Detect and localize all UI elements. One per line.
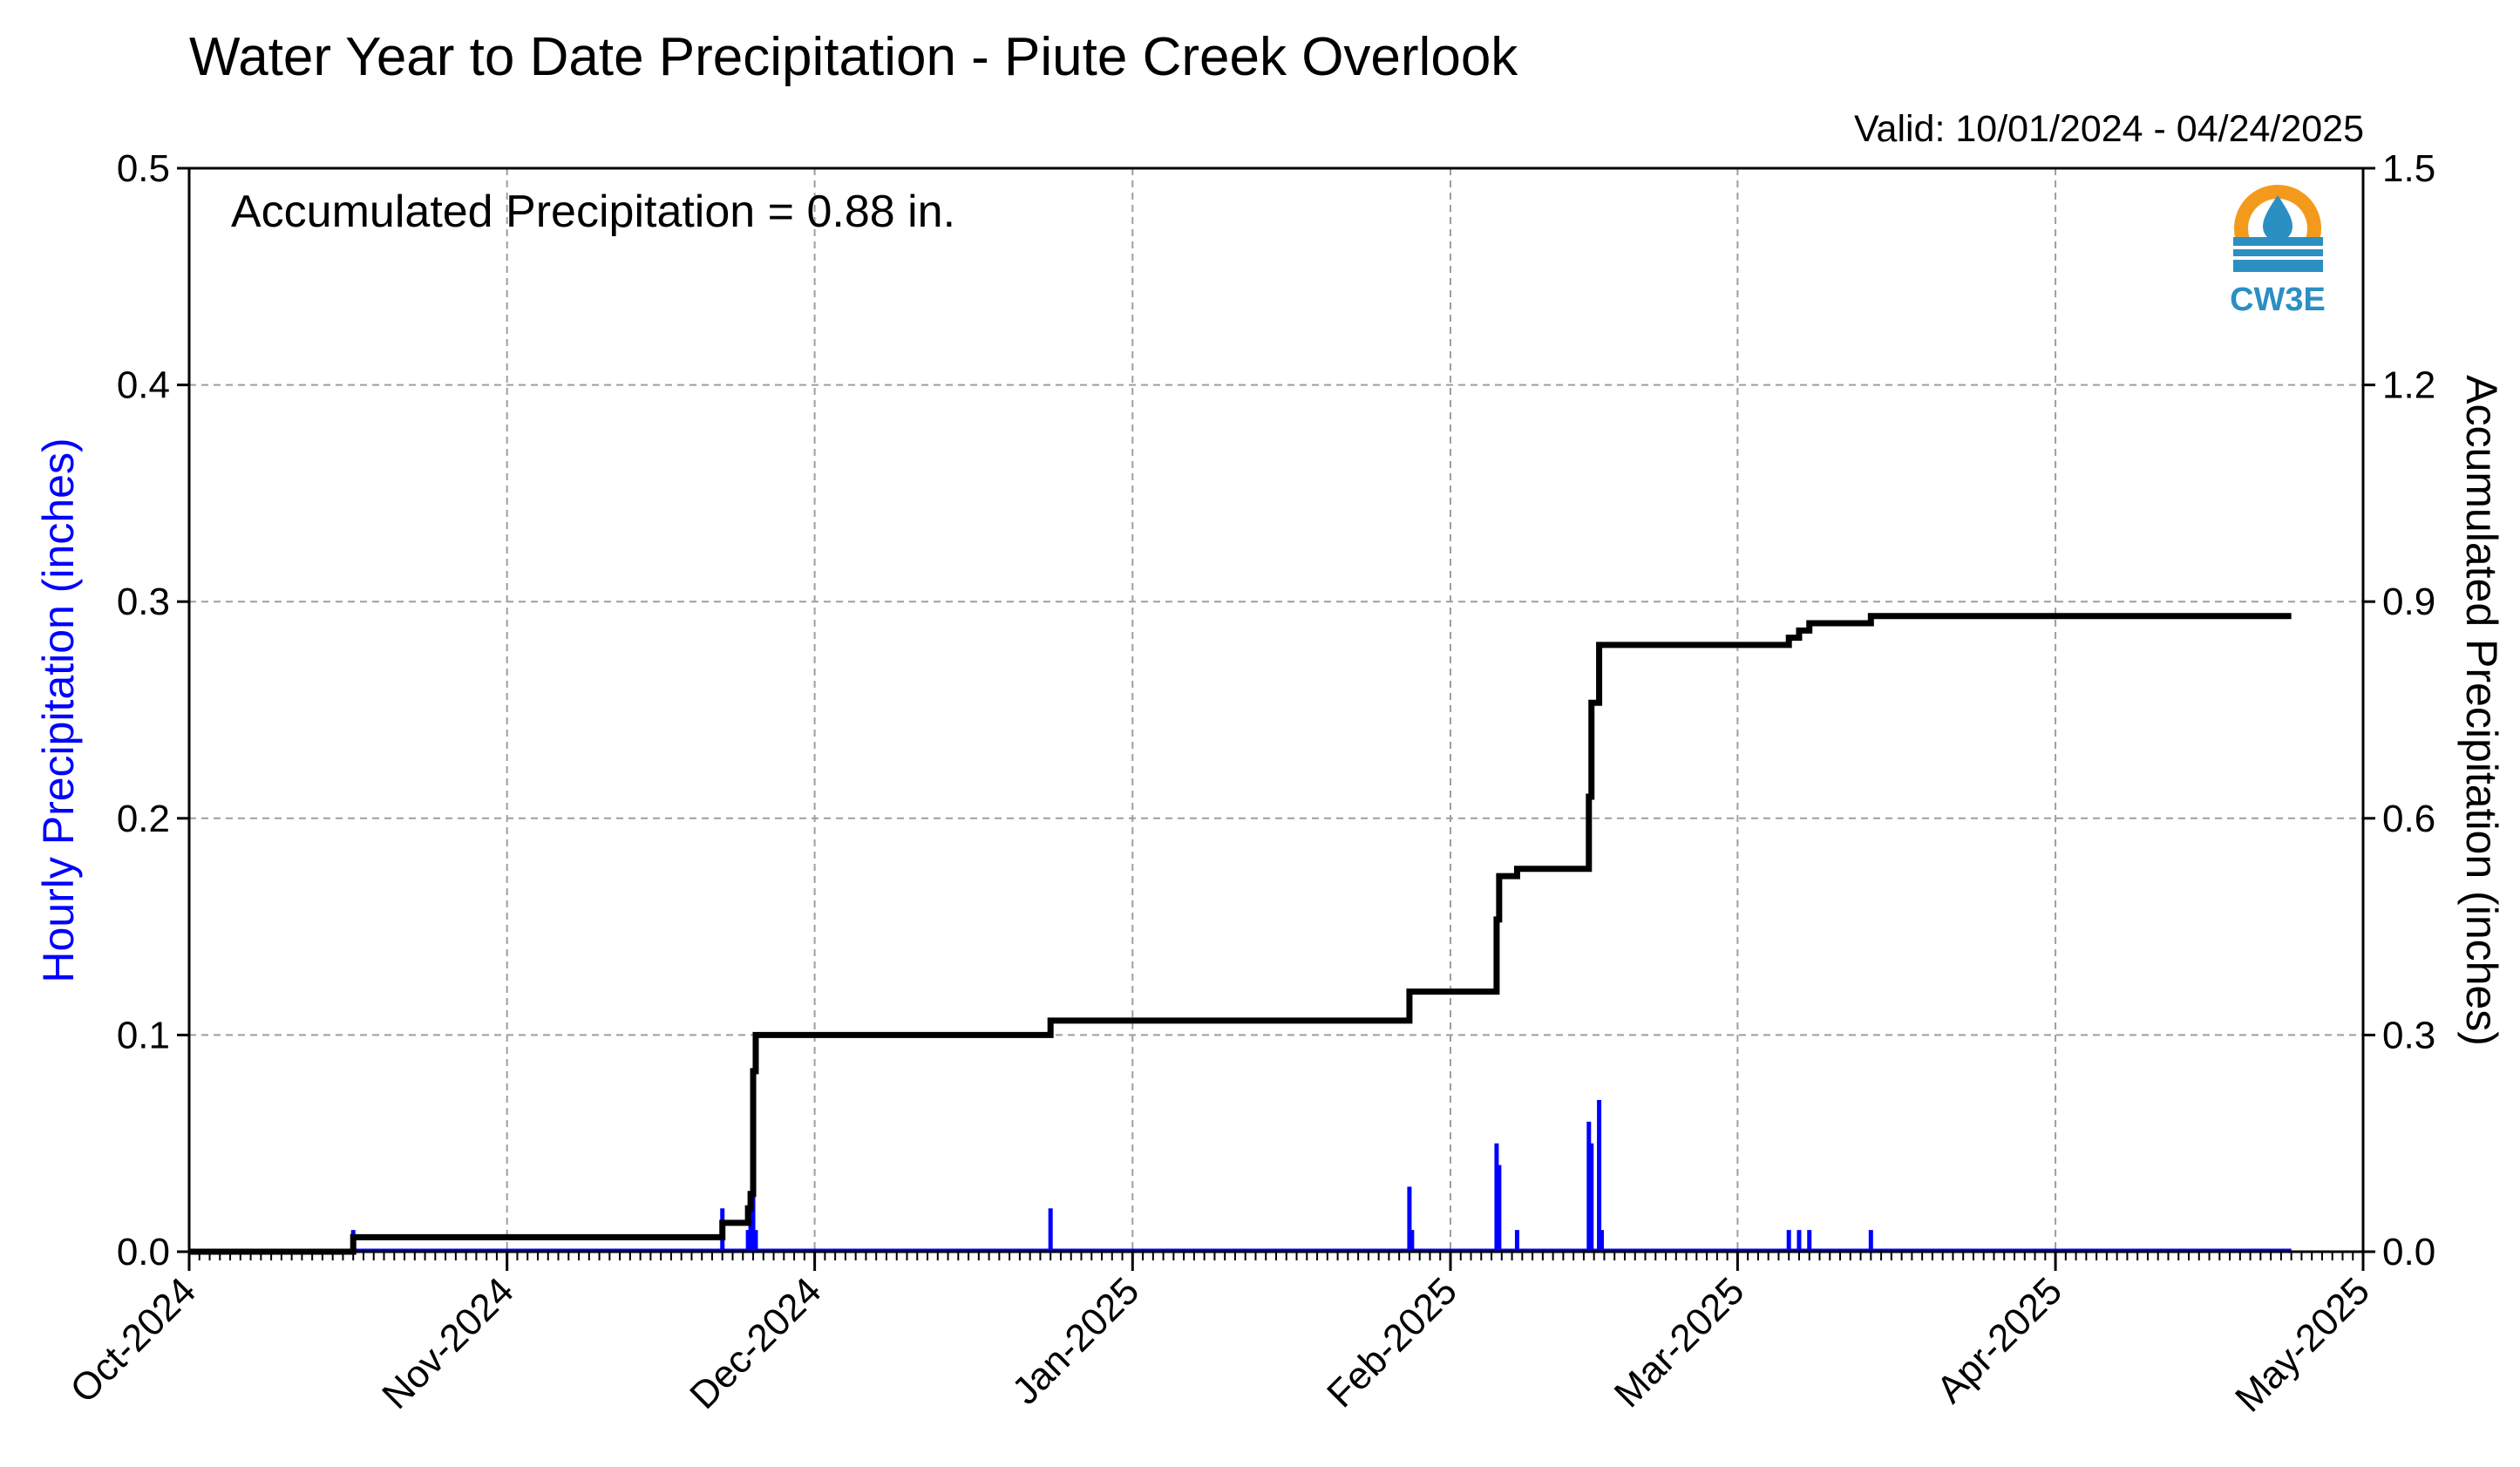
hourly-bar <box>1497 1165 1502 1252</box>
grid-lines <box>189 168 2363 1252</box>
hourly-bar <box>1807 1230 1812 1252</box>
hourly-bar <box>745 1230 751 1252</box>
hourly-bar <box>1868 1230 1873 1252</box>
month-label: Feb-2025 <box>1319 1269 1465 1416</box>
hourly-bar <box>1048 1208 1053 1252</box>
hourly-bar <box>1589 1143 1594 1252</box>
chart-title: Water Year to Date Precipitation - Piute… <box>189 27 1518 87</box>
month-label: Apr-2025 <box>1929 1269 2071 1411</box>
logo-waves <box>2233 237 2323 272</box>
left-tick-label: 0.1 <box>117 1014 170 1056</box>
left-tick-label: 0.4 <box>117 364 170 407</box>
hourly-bar <box>1409 1230 1415 1252</box>
right-tick-label: 0.9 <box>2382 581 2435 623</box>
plot-frame <box>187 166 2365 1253</box>
hourly-bar <box>748 1208 753 1252</box>
axes: 0.0 0.1 0.2 0.3 0.4 0.5 0.0 0.3 0.6 0.9 1.2 1.5 Oct-… <box>62 147 2435 1420</box>
hourly-bar <box>1586 1121 1592 1252</box>
hourly-bar <box>1797 1230 1802 1252</box>
left-tick-label: 0.0 <box>117 1231 170 1273</box>
water-drop-icon <box>2263 195 2292 241</box>
hourly-bar <box>1514 1230 1519 1252</box>
month-label: Dec-2024 <box>682 1269 830 1417</box>
month-label: May-2025 <box>2227 1269 2378 1420</box>
hourly-bar <box>753 1230 758 1252</box>
left-tick-label: 0.2 <box>117 798 170 840</box>
cw3e-logo: CW3E <box>2230 185 2326 318</box>
right-tick-label: 0.0 <box>2382 1231 2435 1273</box>
right-tick-label: 1.2 <box>2382 364 2435 407</box>
accumulated-line <box>189 613 2292 1255</box>
left-axis-label: Hourly Precipitation (inches) <box>34 438 83 982</box>
hourly-bar <box>1786 1230 1791 1252</box>
left-tick-label: 0.5 <box>117 147 170 190</box>
hourly-bar <box>1407 1186 1412 1252</box>
right-tick-label: 0.3 <box>2382 1014 2435 1056</box>
month-label: Mar-2025 <box>1606 1269 1753 1416</box>
hourly-bar <box>1600 1230 1605 1252</box>
right-tick-label: 1.5 <box>2382 147 2435 190</box>
hourly-bar <box>1597 1099 1602 1252</box>
accumulated-annotation: Accumulated Precipitation = 0.88 in. <box>231 187 955 237</box>
month-label: Nov-2024 <box>374 1269 522 1417</box>
valid-range: Valid: 10/01/2024 - 04/24/2025 <box>1854 108 2364 150</box>
logo-text: CW3E <box>2230 282 2326 318</box>
right-tick-label: 0.6 <box>2382 798 2435 840</box>
right-axis-label: Accumulated Precipitation (inches) <box>2457 375 2506 1046</box>
month-label: Jan-2025 <box>1004 1269 1147 1412</box>
left-tick-label: 0.3 <box>117 581 170 623</box>
month-label: Oct-2024 <box>62 1269 204 1411</box>
hourly-bars <box>189 1099 2292 1252</box>
hourly-bar <box>1494 1143 1499 1252</box>
